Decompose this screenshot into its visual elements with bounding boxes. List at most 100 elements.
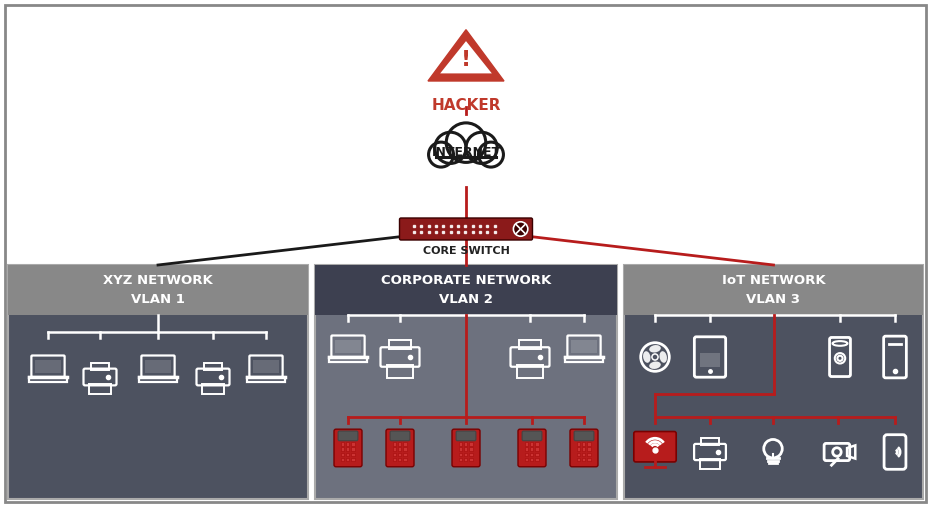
Bar: [315, 265, 617, 499]
Bar: [535, 442, 539, 446]
Bar: [89, 384, 111, 394]
Bar: [535, 458, 539, 461]
Bar: [587, 447, 591, 451]
Bar: [398, 453, 401, 456]
Ellipse shape: [643, 351, 651, 363]
Bar: [459, 453, 462, 456]
Bar: [517, 365, 543, 378]
Circle shape: [428, 142, 453, 167]
Circle shape: [435, 132, 466, 163]
Bar: [624, 265, 923, 499]
Bar: [587, 458, 591, 461]
Bar: [346, 458, 349, 461]
Bar: [530, 458, 533, 461]
Text: CORPORATE NETWORK
VLAN 2: CORPORATE NETWORK VLAN 2: [381, 274, 551, 306]
FancyBboxPatch shape: [634, 431, 676, 462]
Text: INTERNET: INTERNET: [431, 146, 501, 159]
FancyBboxPatch shape: [334, 429, 362, 467]
Bar: [525, 447, 528, 451]
Bar: [351, 447, 355, 451]
FancyBboxPatch shape: [386, 429, 414, 467]
Bar: [389, 340, 411, 349]
Circle shape: [654, 355, 656, 358]
Bar: [577, 458, 580, 461]
Bar: [699, 459, 721, 468]
Bar: [403, 458, 407, 461]
Bar: [459, 447, 462, 451]
Bar: [530, 453, 533, 456]
Bar: [525, 442, 528, 446]
Bar: [393, 453, 397, 456]
Bar: [469, 442, 473, 446]
Polygon shape: [440, 41, 492, 74]
Bar: [464, 453, 467, 456]
Bar: [525, 453, 528, 456]
Bar: [387, 365, 413, 378]
Bar: [351, 458, 355, 461]
Bar: [403, 447, 407, 451]
FancyBboxPatch shape: [570, 429, 598, 467]
Bar: [700, 353, 720, 367]
Bar: [341, 458, 344, 461]
Bar: [351, 453, 355, 456]
Bar: [525, 458, 528, 461]
Bar: [464, 447, 467, 451]
Bar: [398, 458, 401, 461]
FancyBboxPatch shape: [574, 431, 594, 441]
Circle shape: [513, 222, 528, 236]
Ellipse shape: [649, 361, 661, 369]
Bar: [8, 265, 308, 315]
Bar: [341, 453, 344, 456]
Text: IoT NETWORK
VLAN 3: IoT NETWORK VLAN 3: [722, 274, 825, 306]
Bar: [351, 442, 355, 446]
Bar: [335, 340, 360, 353]
FancyBboxPatch shape: [390, 431, 410, 441]
Bar: [564, 356, 603, 361]
Bar: [204, 363, 222, 370]
FancyBboxPatch shape: [399, 218, 533, 240]
Bar: [202, 384, 223, 394]
Bar: [582, 447, 586, 451]
FancyBboxPatch shape: [518, 429, 546, 467]
Bar: [530, 442, 533, 446]
Bar: [582, 458, 586, 461]
Text: XYZ NETWORK
VLAN 1: XYZ NETWORK VLAN 1: [103, 274, 213, 306]
Bar: [315, 265, 617, 315]
Bar: [459, 442, 462, 446]
Bar: [29, 377, 67, 381]
Circle shape: [652, 354, 658, 360]
Polygon shape: [428, 30, 504, 81]
Text: !: !: [461, 51, 471, 70]
Text: HACKER: HACKER: [431, 97, 501, 113]
Bar: [346, 442, 349, 446]
Bar: [535, 447, 539, 451]
Bar: [582, 453, 586, 456]
Circle shape: [466, 132, 497, 163]
Bar: [393, 442, 397, 446]
Bar: [329, 356, 368, 361]
Bar: [91, 363, 109, 370]
Bar: [577, 447, 580, 451]
Bar: [139, 377, 178, 381]
Bar: [624, 265, 923, 315]
Bar: [341, 442, 344, 446]
Bar: [464, 442, 467, 446]
Bar: [519, 340, 541, 349]
Bar: [582, 442, 586, 446]
Bar: [341, 447, 344, 451]
Bar: [393, 458, 397, 461]
Bar: [437, 152, 495, 167]
Bar: [464, 458, 467, 461]
Ellipse shape: [659, 351, 667, 363]
Bar: [247, 377, 286, 381]
Bar: [577, 442, 580, 446]
Bar: [8, 265, 308, 499]
FancyBboxPatch shape: [338, 431, 358, 441]
Circle shape: [479, 142, 504, 167]
Bar: [459, 458, 462, 461]
Text: CORE SWITCH: CORE SWITCH: [423, 246, 509, 256]
Bar: [469, 453, 473, 456]
Bar: [35, 359, 61, 373]
Bar: [535, 453, 539, 456]
Bar: [701, 438, 719, 446]
